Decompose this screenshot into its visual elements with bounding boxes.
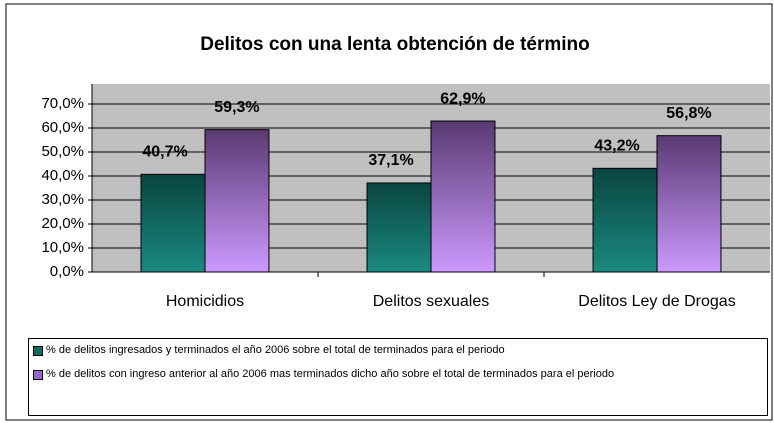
value-label: 56,8%	[666, 105, 711, 122]
legend-label: % de delitos con ingreso anterior al año…	[46, 368, 615, 380]
y-tick-label: 0,0%	[50, 263, 84, 280]
legend-entry: % de delitos con ingreso anterior al año…	[33, 367, 763, 381]
x-tick-label: Homicidios	[166, 293, 244, 310]
y-tick-label: 20,0%	[41, 215, 84, 232]
legend-swatch	[33, 346, 43, 356]
bar	[592, 167, 658, 273]
chart-border	[5, 3, 773, 421]
y-tick-label: 10,0%	[41, 239, 84, 256]
value-label: 43,2%	[594, 138, 639, 155]
legend: % de delitos ingresados y terminados el …	[28, 338, 768, 416]
value-label: 62,9%	[440, 90, 485, 107]
y-tick-label: 50,0%	[41, 143, 84, 160]
bar	[430, 120, 496, 273]
y-tick-label: 30,0%	[41, 191, 84, 208]
legend-label: % de delitos ingresados y terminados el …	[46, 344, 505, 356]
y-tick-label: 60,0%	[41, 119, 84, 136]
x-tick-label: Delitos Ley de Drogas	[578, 293, 735, 310]
bar	[656, 135, 722, 273]
value-label: 37,1%	[368, 152, 413, 169]
chart-title: Delitos con una lenta obtención de térmi…	[200, 34, 590, 55]
y-tick-label: 70,0%	[41, 95, 84, 112]
bar	[366, 182, 432, 273]
bar	[140, 173, 206, 273]
x-tick-label: Delitos sexuales	[373, 293, 490, 310]
legend-entry: % de delitos ingresados y terminados el …	[33, 343, 763, 357]
value-label: 40,7%	[142, 144, 187, 161]
value-label: 59,3%	[214, 99, 259, 116]
y-tick-label: 40,0%	[41, 167, 84, 184]
legend-swatch	[33, 370, 43, 380]
bar	[204, 129, 270, 273]
